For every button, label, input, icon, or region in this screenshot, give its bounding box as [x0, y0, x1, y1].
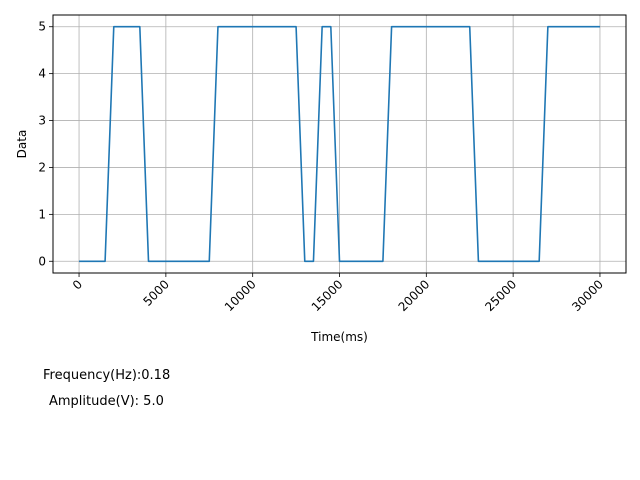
- x-tick-label: 25000: [482, 277, 519, 314]
- amplitude-readout: Amplitude(V): 5.0: [49, 394, 164, 409]
- frequency-readout: Frequency(Hz):0.18: [43, 368, 171, 383]
- x-tick-label: 20000: [396, 277, 433, 314]
- y-tick-label: 0: [38, 254, 46, 268]
- y-tick-label: 3: [38, 114, 46, 128]
- series-line: [79, 25, 600, 263]
- x-tick-label: 15000: [309, 277, 346, 314]
- y-tick-label: 2: [38, 160, 46, 174]
- y-tick-label: 5: [38, 20, 46, 34]
- y-tick-label: 1: [38, 207, 46, 221]
- x-tick-label: 10000: [222, 277, 259, 314]
- x-tick-label: 5000: [140, 277, 171, 308]
- series-layer: [79, 25, 600, 263]
- x-axis-ticks: 0 5000 10000 15000 20000 25000 30000: [70, 273, 606, 314]
- x-tick-label: 30000: [569, 277, 606, 314]
- x-axis-label: Time(ms): [310, 330, 368, 344]
- grid-lines: [53, 15, 626, 273]
- y-axis-ticks: 0 1 2 3 4 5: [38, 20, 53, 268]
- y-tick-label: 4: [38, 67, 46, 81]
- x-tick-label: 0: [70, 277, 85, 292]
- y-axis-label: Data: [15, 130, 29, 159]
